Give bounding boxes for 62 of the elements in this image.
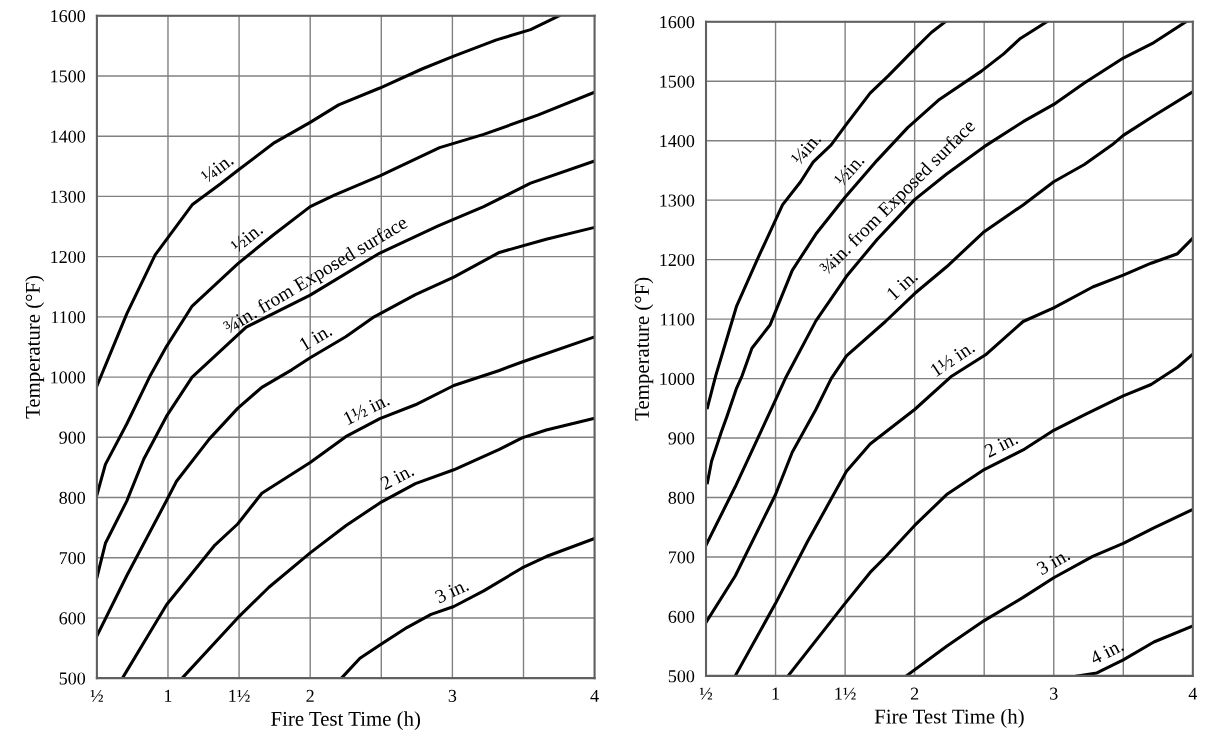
x-tick-label: 1 (772, 687, 779, 700)
x-tick-label: 4 (1188, 687, 1198, 700)
annotation: 1 in. (298, 323, 333, 352)
y-tick-label: 500 (59, 672, 86, 685)
y-tick-label: 1500 (660, 75, 695, 88)
x-tick-label: ½ (699, 687, 713, 700)
annotation: 2 in. (379, 463, 415, 491)
annotation: ½in. (229, 222, 264, 254)
line-series (706, 21, 1188, 547)
annotation: 2 in. (983, 431, 1019, 458)
y-tick-label: 1200 (660, 253, 695, 267)
line-series (96, 91, 595, 497)
y-tick-label: 1000 (660, 372, 695, 386)
annotation: 1 in. (886, 269, 919, 301)
y-tick-label: 900 (668, 432, 695, 445)
y-tick-label: 1300 (660, 194, 695, 207)
annotation: 1½ in. (342, 392, 391, 426)
line-series (96, 159, 595, 580)
annotation: 3 in. (1035, 547, 1071, 576)
line-series (1075, 624, 1193, 676)
line-series (96, 15, 561, 388)
x-tick-label: ½ (90, 689, 103, 702)
line-series (339, 537, 595, 679)
annotation: ¼in. (200, 153, 235, 184)
y-tick-label: 600 (59, 612, 86, 625)
y-tick-label: 1600 (660, 16, 695, 29)
x-tick-label: 2 (910, 687, 919, 700)
x-axis-title: Fire Test Time (h) (874, 708, 1024, 728)
x-tick-label: 1½ (835, 687, 856, 700)
annotation: ½in. (833, 153, 865, 187)
y-tick-label: 1400 (660, 134, 695, 148)
y-tick-label: 900 (59, 431, 86, 444)
y-axis-title: Temperature (°F) (25, 275, 45, 419)
x-axis-title: Fire Test Time (h) (271, 711, 421, 731)
y-tick-label: 1000 (51, 371, 86, 384)
line-series (706, 91, 1193, 624)
y-tick-label: 1600 (51, 10, 86, 23)
y-tick-label: 1100 (661, 313, 695, 326)
x-tick-label: 3 (1050, 687, 1058, 700)
x-tick-label: 1 (165, 689, 172, 702)
line-series (706, 21, 1049, 485)
y-tick-label: 700 (669, 551, 695, 564)
y-tick-label: 1100 (51, 311, 86, 324)
annotation: 1½ in. (929, 340, 976, 377)
annotation: 4 in. (1088, 638, 1125, 666)
y-tick-label: 500 (668, 670, 695, 683)
line-series (904, 507, 1193, 676)
annotation: 3 in. (434, 578, 470, 604)
y-tick-label: 800 (668, 491, 695, 504)
y-axis-title: Temperature (°F) (634, 277, 654, 421)
x-tick-label: 1½ (229, 689, 250, 702)
y-tick-label: 700 (59, 551, 86, 565)
y-tick-label: 600 (668, 610, 695, 623)
y-tick-label: 1400 (51, 130, 86, 143)
x-tick-label: 2 (306, 689, 314, 702)
x-tick-label: 3 (448, 689, 457, 702)
y-tick-label: 1200 (51, 250, 86, 264)
y-tick-label: 800 (59, 491, 86, 504)
x-tick-label: 4 (590, 689, 599, 702)
annotation: ¼in. (790, 132, 822, 166)
y-tick-label: 1500 (51, 70, 86, 83)
y-tick-label: 1300 (51, 190, 86, 203)
